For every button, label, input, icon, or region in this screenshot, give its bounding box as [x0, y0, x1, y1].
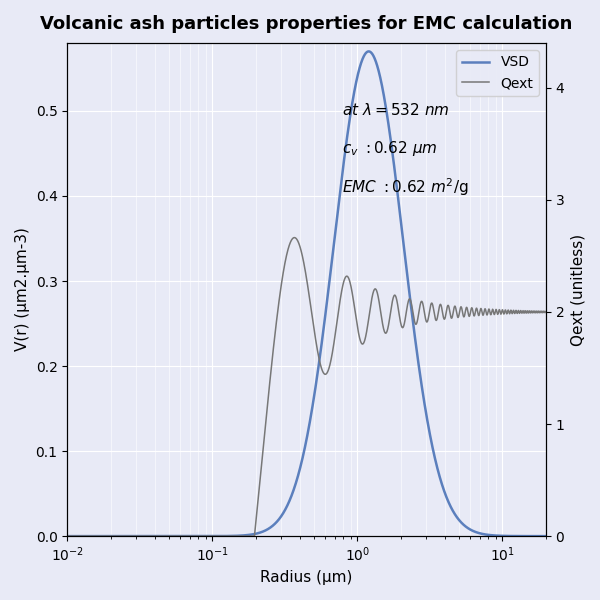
VSD	[247, 531, 254, 538]
Text: $\it{c_v}\ \mathdefault{: 0.62}\ \it{\mu m}$: $\it{c_v}\ \mathdefault{: 0.62}\ \it{\mu…	[343, 139, 438, 158]
VSD	[481, 531, 488, 538]
Text: $\it{at}\ \lambda = 532\ \it{nm}$: $\it{at}\ \lambda = 532\ \it{nm}$	[343, 102, 450, 118]
Qext	[268, 362, 275, 369]
VSD	[146, 533, 154, 540]
Line: VSD: VSD	[67, 52, 546, 536]
Qext	[542, 309, 550, 316]
Qext	[481, 305, 488, 313]
Qext	[146, 533, 154, 540]
VSD	[365, 48, 373, 55]
Qext	[64, 533, 71, 540]
X-axis label: Radius (μm): Radius (μm)	[260, 570, 353, 585]
Line: Qext: Qext	[67, 238, 546, 536]
Qext	[533, 307, 540, 314]
VSD	[118, 533, 125, 540]
Qext	[247, 533, 254, 540]
Legend: VSD, Qext: VSD, Qext	[456, 50, 539, 96]
Y-axis label: V(r) (μm2.μm-3): V(r) (μm2.μm-3)	[15, 227, 30, 352]
VSD	[533, 533, 540, 540]
Qext	[118, 533, 125, 540]
Qext	[291, 234, 298, 241]
Title: Volcanic ash particles properties for EMC calculation: Volcanic ash particles properties for EM…	[40, 15, 573, 33]
Text: $\it{EMC}\ \mathdefault{: 0.62}\ m^2\mathdefault{/g}$: $\it{EMC}\ \mathdefault{: 0.62}\ m^2\mat…	[343, 176, 469, 198]
Y-axis label: Qext (unitless): Qext (unitless)	[570, 233, 585, 346]
VSD	[268, 523, 275, 530]
VSD	[542, 533, 550, 540]
VSD	[64, 533, 71, 540]
